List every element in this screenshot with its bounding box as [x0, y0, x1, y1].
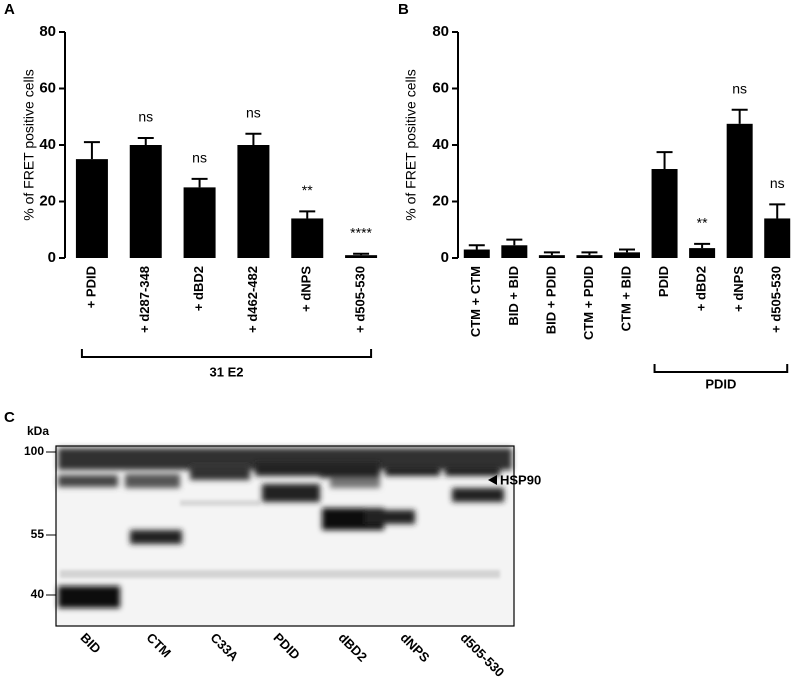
bar [764, 218, 791, 258]
marker-label: 40 [31, 587, 45, 601]
x-tick-label: + d505-530 [769, 266, 784, 333]
y-tick-label: 60 [432, 79, 449, 96]
y-tick-label: 0 [441, 249, 449, 266]
bar [726, 123, 753, 258]
bar [75, 159, 108, 258]
significance: ** [302, 182, 313, 198]
marker-label: 100 [24, 444, 44, 458]
bar [501, 245, 528, 258]
x-tick-label: + dNPS [299, 266, 314, 312]
significance: ns [192, 150, 207, 166]
lane-label: dBD2 [335, 630, 370, 665]
lane-label: PDID [270, 630, 303, 663]
lane-label: dNPS [397, 630, 432, 665]
bar [689, 248, 716, 258]
bracket-label: PDID [705, 376, 736, 391]
bar [576, 255, 603, 258]
x-tick-label: + PDID [83, 266, 98, 308]
band-label: HSP90 [500, 472, 541, 487]
bar [463, 249, 490, 258]
x-tick-label: + dBD2 [191, 266, 206, 311]
x-tick-label: BID + BID [506, 266, 521, 326]
bar [614, 252, 640, 258]
x-tick-label: + d287-348 [137, 266, 152, 333]
marker-label: 55 [31, 527, 45, 541]
y-tick-label: 40 [39, 136, 56, 153]
x-tick-label: CTM + BID [618, 266, 633, 331]
significance: ns [770, 175, 785, 191]
significance: ** [697, 215, 708, 231]
bar [291, 218, 324, 258]
x-tick-label: + dBD2 [694, 266, 709, 311]
lane-label: d505-530 [457, 630, 507, 680]
bracket-label: 31 E2 [210, 364, 244, 379]
x-tick-label: + dNPS [731, 266, 746, 312]
bar [538, 255, 565, 258]
x-tick-label: CTM + PDID [581, 266, 596, 340]
blot: kDa HSP90 [27, 424, 541, 627]
x-tick-label: CTM + CTM [468, 266, 483, 337]
bar [345, 255, 378, 258]
y-tick-label: 60 [39, 79, 56, 96]
bar [129, 145, 162, 258]
y-axis-label: % of FRET positive cells [403, 69, 419, 220]
y-tick-label: 0 [48, 249, 56, 266]
y-tick-label: 40 [432, 136, 449, 153]
panel-label: A [4, 1, 15, 18]
arrow [488, 475, 497, 485]
x-tick-label: + d462-482 [245, 266, 260, 333]
x-tick-label: BID + PDID [543, 266, 558, 334]
y-tick-label: 80 [432, 23, 449, 40]
bracket [653, 364, 789, 373]
lane-label: C33A [207, 630, 242, 665]
y-tick-label: 20 [39, 192, 56, 209]
blot-background [60, 500, 500, 578]
bar [237, 145, 270, 258]
bar [651, 169, 678, 258]
blot-bands [58, 448, 512, 608]
bracket [80, 349, 373, 358]
significance: **** [350, 224, 372, 240]
lane-label: CTM [143, 630, 174, 661]
y-axis-label: % of FRET positive cells [21, 69, 37, 220]
significance: ns [138, 109, 153, 125]
bar [183, 187, 216, 258]
panel-label: B [398, 1, 409, 18]
panel-label: C [4, 409, 15, 426]
y-tick-label: 80 [39, 23, 56, 40]
y-tick-label: 20 [432, 192, 449, 209]
x-tick-label: + d505-530 [353, 266, 368, 333]
significance: ns [246, 104, 261, 120]
significance: ns [732, 80, 747, 96]
unit-label: kDa [27, 424, 49, 438]
x-tick-label: PDID [656, 266, 671, 297]
lane-label: BID [77, 630, 103, 656]
